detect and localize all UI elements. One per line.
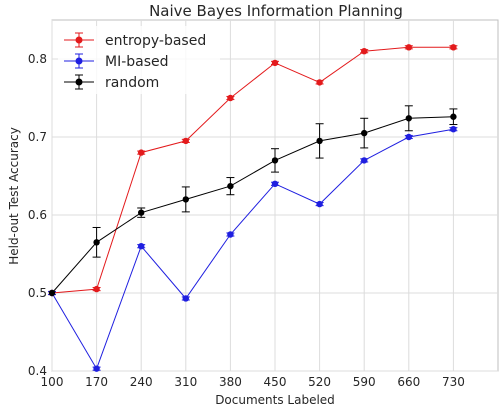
y-tick-label: 0.6 [28, 208, 47, 222]
x-tick-label: 590 [353, 375, 376, 389]
y-axis-label: Held-out Test Accuracy [7, 127, 21, 265]
data-point [182, 196, 189, 203]
x-tick-label: 520 [308, 375, 331, 389]
data-point [316, 79, 323, 86]
data-point [450, 113, 457, 120]
data-point [182, 137, 189, 145]
data-point [361, 157, 368, 164]
data-point [405, 115, 412, 122]
x-tick-label: 450 [264, 375, 287, 389]
data-point [93, 285, 100, 293]
data-point [93, 239, 100, 246]
series-line-entropy [51, 46, 454, 294]
data-point [182, 295, 189, 302]
data-point [271, 157, 279, 164]
legend-box [58, 26, 220, 94]
data-point [316, 200, 323, 208]
data-point [316, 137, 323, 145]
legend-entry-random: random [64, 74, 159, 91]
legend-label-entropy: entropy-based [105, 33, 206, 49]
data-point [138, 209, 145, 216]
x-axis-label: Documents Labeled [215, 393, 335, 407]
data-point [138, 243, 145, 250]
legend-entry-mi: MI-based [64, 53, 169, 70]
data-point [361, 129, 368, 137]
series-line-random [51, 116, 454, 294]
y-tick-labels: 0.4 0.5 0.6 0.7 0.8 [28, 52, 47, 378]
legend: entropy-based MI-based random [58, 26, 220, 94]
legend-marker [75, 57, 83, 65]
data-point [138, 149, 145, 156]
data-point [271, 59, 279, 67]
data-point [271, 180, 279, 187]
x-tick-labels: 100 170 240 310 380 450 520 590 660 730 [41, 375, 465, 389]
x-tick-label: 170 [85, 375, 108, 389]
legend-label-random: random [105, 75, 159, 91]
series-group [48, 44, 458, 372]
y-tick-label: 0.8 [28, 52, 47, 66]
data-point [450, 44, 457, 51]
legend-marker [75, 78, 83, 86]
data-point [227, 94, 234, 102]
legend-entry-entropy: entropy-based [64, 32, 206, 49]
legend-label-mi: MI-based [105, 54, 169, 70]
x-tick-label: 660 [397, 375, 420, 389]
data-point [361, 48, 368, 55]
x-tick-label: 380 [219, 375, 242, 389]
data-point [450, 126, 457, 133]
x-tick-label: 730 [442, 375, 465, 389]
series-line-mi [51, 128, 454, 370]
data-point [405, 44, 412, 51]
data-point [93, 365, 100, 372]
data-point [227, 231, 234, 238]
legend-marker [75, 36, 83, 44]
chart-title: Naive Bayes Information Planning [149, 2, 403, 20]
data-point [405, 133, 412, 141]
y-tick-label: 0.4 [28, 364, 47, 378]
x-tick-label: 240 [130, 375, 153, 389]
x-tick-label: 100 [41, 375, 64, 389]
data-point [227, 182, 234, 190]
y-tick-label: 0.7 [28, 130, 47, 144]
x-tick-label: 310 [174, 375, 197, 389]
y-tick-label: 0.5 [28, 286, 47, 300]
data-point [48, 289, 56, 297]
series-random [48, 105, 458, 297]
